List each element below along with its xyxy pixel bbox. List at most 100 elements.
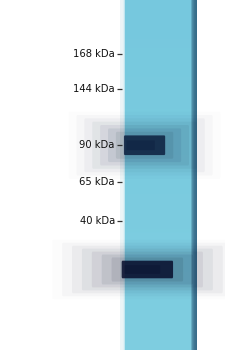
Bar [120,180,197,182]
Text: 144 kDa: 144 kDa [73,84,115,94]
Bar [120,322,197,324]
Bar [120,0,121,350]
Bar [120,311,197,313]
Bar [120,75,197,77]
Bar [120,93,197,94]
Bar [120,290,197,292]
Bar [120,67,197,69]
FancyBboxPatch shape [82,248,213,290]
Bar [120,277,197,279]
Bar [120,30,197,32]
Text: 65 kDa: 65 kDa [79,177,115,187]
Bar [120,17,197,19]
Bar [120,261,197,262]
Bar [120,41,197,43]
Bar [120,312,197,314]
Bar [120,299,197,301]
Bar [120,154,197,156]
Bar [120,80,197,82]
Bar [120,249,197,251]
Bar [120,165,197,167]
Bar [120,132,197,134]
Bar [120,38,197,40]
Bar [120,126,197,128]
Bar [120,96,197,98]
Bar [120,138,197,140]
Bar [120,258,197,260]
Bar [120,11,197,13]
Bar [120,263,197,265]
Bar [120,103,197,105]
Bar [120,276,197,278]
Bar [120,0,122,350]
Bar [120,114,197,116]
Bar [120,345,197,346]
Bar [120,342,197,344]
Bar [120,235,197,237]
Bar [120,172,197,174]
Bar [120,222,197,224]
Bar [120,0,122,350]
Bar [120,123,197,125]
Bar [120,212,197,214]
Bar [120,273,197,275]
Bar [120,157,197,159]
Bar [120,0,125,350]
Text: 90 kDa: 90 kDa [79,140,115,150]
Bar [120,202,197,204]
Bar [120,214,197,216]
Bar [120,229,197,231]
Bar [120,237,197,239]
Bar [120,252,197,254]
Bar [120,0,123,350]
Bar [120,144,197,146]
Bar [120,271,197,273]
Bar [120,0,124,350]
Bar [120,0,123,350]
Bar [120,0,121,350]
Bar [120,203,197,205]
Bar [120,319,197,321]
Bar [120,0,121,350]
Bar [120,104,197,106]
Bar [120,298,197,300]
Bar [120,282,197,284]
Bar [120,272,197,274]
Bar [120,321,197,323]
Bar [120,26,197,28]
Bar [120,82,197,84]
FancyBboxPatch shape [100,125,189,166]
Bar [120,201,197,203]
Bar [120,52,197,54]
Bar [191,0,197,350]
Bar [120,0,123,350]
Bar [120,348,197,350]
Bar [120,164,197,166]
Bar [120,296,197,298]
Bar [120,324,197,326]
Bar [120,95,197,97]
Bar [120,0,122,350]
Bar [120,149,197,150]
Bar [120,226,197,228]
Bar [120,333,197,335]
Bar [120,89,197,91]
FancyBboxPatch shape [125,265,160,274]
Bar [120,131,197,133]
Bar [120,280,197,282]
Bar [120,0,124,350]
Bar [120,343,197,345]
Bar [120,289,197,290]
FancyBboxPatch shape [116,132,173,159]
Bar [120,20,197,22]
Bar [120,13,197,15]
Bar [120,265,197,267]
Bar [120,0,125,350]
Bar [120,200,197,202]
Bar [120,306,197,308]
Bar [120,44,197,46]
Bar [120,166,197,168]
Bar [120,47,197,49]
Bar [120,198,197,199]
Bar [120,77,197,79]
